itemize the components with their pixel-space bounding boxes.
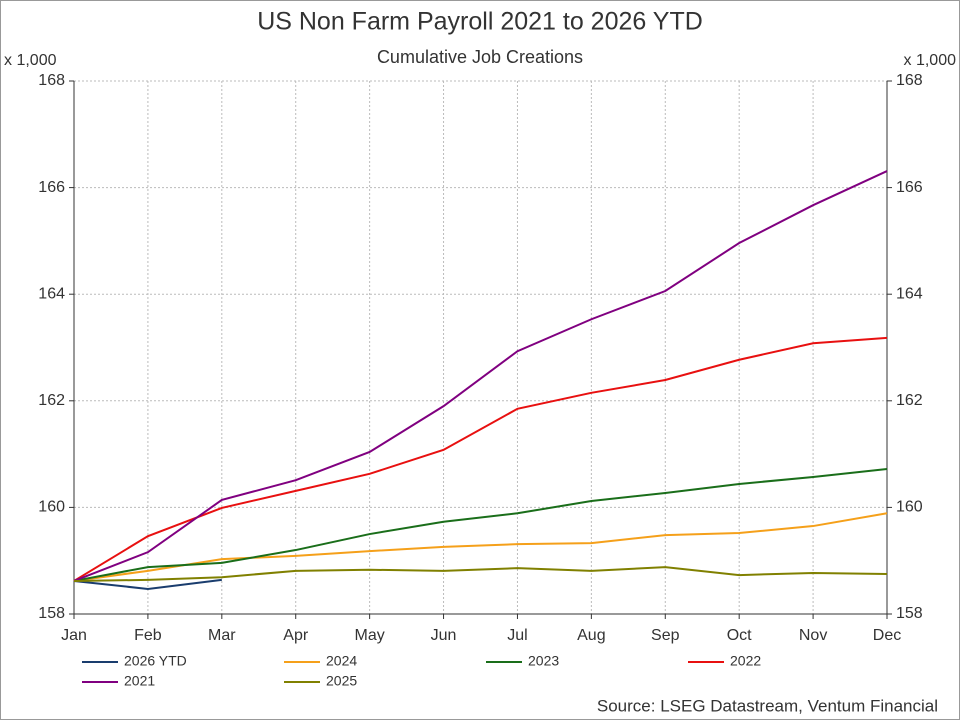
series-line	[73, 566, 888, 582]
y2-unit-label: x 1,000	[904, 52, 957, 69]
y2-tick-label: 158	[896, 605, 923, 622]
x-tick-label: Jan	[61, 627, 87, 644]
x-tick-label: Oct	[727, 627, 752, 644]
x-tick-label: Jul	[507, 627, 527, 644]
x-tick-label: Aug	[577, 627, 605, 644]
y2-tick-label: 162	[896, 392, 923, 409]
legend-label: 2026 YTD	[124, 653, 187, 669]
series-line	[73, 336, 888, 582]
legend-label: 2024	[326, 653, 357, 669]
series-line	[73, 578, 222, 590]
x-tick-label: May	[355, 627, 385, 644]
y2-tick-label: 164	[896, 285, 923, 302]
legend-label: 2023	[528, 653, 559, 669]
y-unit-label: x 1,000	[4, 52, 57, 69]
chart-subtitle: Cumulative Job Creations	[377, 47, 583, 67]
x-tick-label: Jun	[431, 627, 457, 644]
y-tick-label: 168	[38, 72, 65, 89]
y-tick-label: 166	[38, 179, 65, 196]
legend-label: 2021	[124, 673, 155, 689]
x-tick-label: Apr	[283, 627, 309, 644]
legend-label: 2022	[730, 653, 761, 669]
series-line	[73, 170, 888, 582]
x-tick-label: Dec	[873, 627, 901, 644]
series-line	[73, 512, 888, 582]
legend-label: 2025	[326, 673, 357, 689]
y2-tick-label: 160	[896, 499, 923, 516]
y2-tick-label: 168	[896, 72, 923, 89]
y-tick-label: 164	[38, 285, 65, 302]
y-tick-label: 160	[38, 499, 65, 516]
source: Source: LSEG Datastream, Ventum Financia…	[597, 696, 938, 715]
series-line	[73, 468, 888, 582]
y-tick-label: 162	[38, 392, 65, 409]
x-tick-label: Mar	[208, 627, 236, 644]
y2-tick-label: 166	[896, 179, 923, 196]
x-tick-label: Sep	[651, 627, 680, 644]
y-tick-label: 158	[38, 605, 65, 622]
x-tick-label: Feb	[134, 627, 162, 644]
chart-title: US Non Farm Payroll 2021 to 2026 YTD	[257, 8, 703, 36]
x-tick-label: Nov	[799, 627, 827, 644]
